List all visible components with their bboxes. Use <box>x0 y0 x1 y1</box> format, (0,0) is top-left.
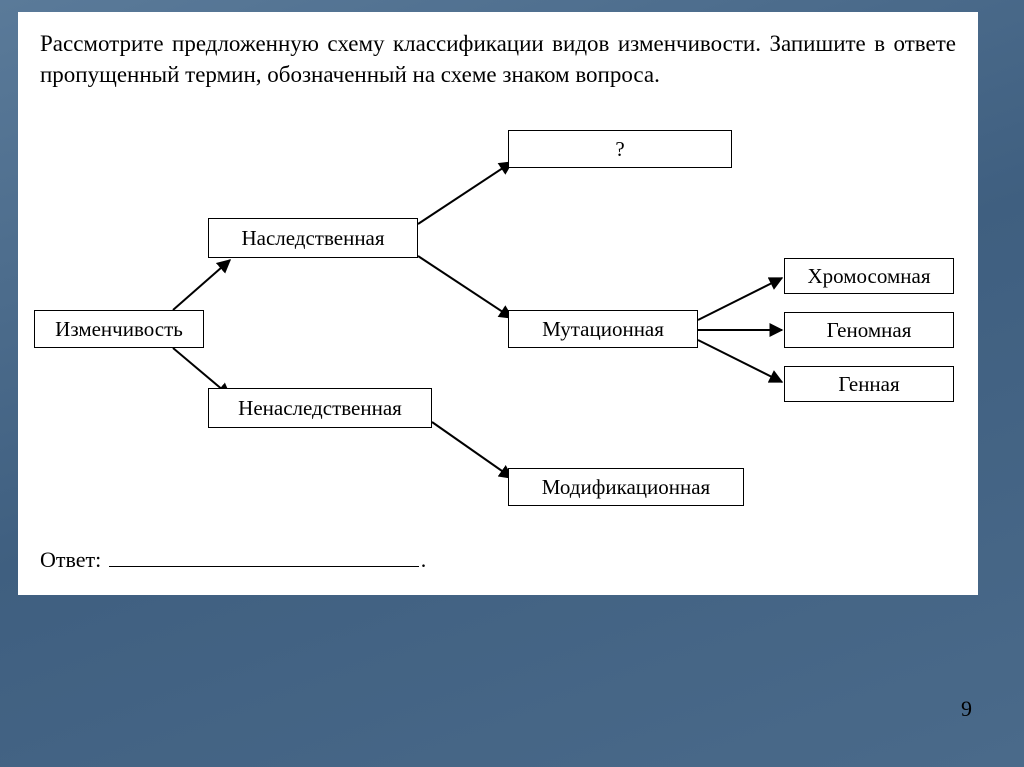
node-unknown: ? <box>508 130 732 168</box>
node-mutation: Мутационная <box>508 310 698 348</box>
classification-diagram: Изменчивость Наследственная Ненаследстве… <box>18 120 978 540</box>
question-prompt: Рассмотрите предложенную схему классифик… <box>40 28 956 90</box>
content-box: Рассмотрите предложенную схему классифик… <box>18 12 978 595</box>
answer-line: Ответ: . <box>40 547 426 573</box>
node-gene: Генная <box>784 366 954 402</box>
slide: Рассмотрите предложенную схему классифик… <box>18 12 1006 732</box>
page-number: 9 <box>961 696 972 722</box>
node-nonhereditary: Ненаследственная <box>208 388 432 428</box>
node-genomic: Геномная <box>784 312 954 348</box>
answer-label: Ответ: <box>40 547 101 572</box>
node-root: Изменчивость <box>34 310 204 348</box>
node-modification: Модификационная <box>508 468 744 506</box>
answer-blank[interactable] <box>109 566 419 567</box>
node-hereditary: Наследственная <box>208 218 418 258</box>
node-chromosomal: Хромосомная <box>784 258 954 294</box>
